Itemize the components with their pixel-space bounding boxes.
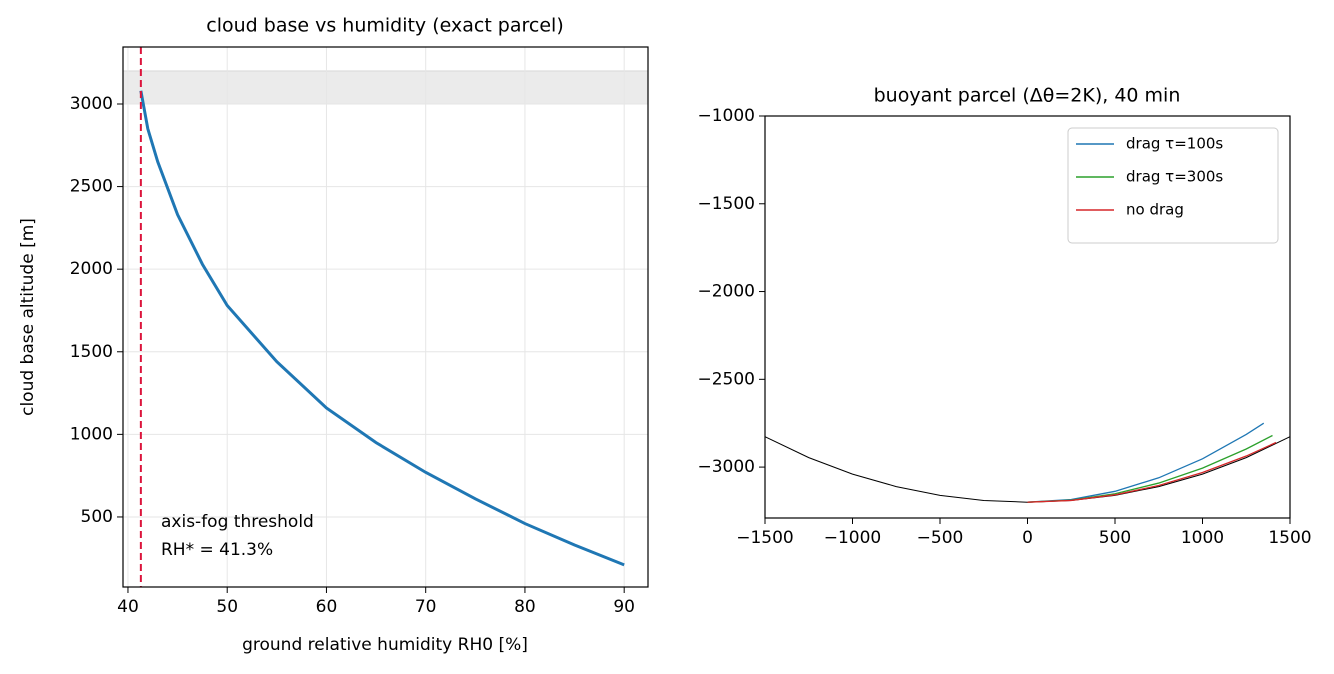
legend-box [1067,127,1279,244]
x-tick-label: 500 [1099,528,1131,548]
legend-label: drag τ=100s [1126,135,1223,153]
x-tick-label: 0 [1022,528,1033,548]
series-line [1027,441,1277,503]
axes-frame [764,115,1291,519]
x-tick-label: −1500 [736,528,794,548]
left-x-label: ground relative humidity RH0 [%] [242,635,528,655]
legend-label: drag τ=300s [1126,168,1223,186]
series-line [139,90,625,567]
annotation: RH* = 41.3% [161,540,273,560]
x-tick-label: 1500 [1268,528,1311,548]
x-tick-label: 40 [117,597,139,617]
y-tick-label: −2000 [697,282,755,302]
y-tick-label: 1500 [70,342,113,362]
y-tick-label: 500 [81,507,113,527]
right-title: buoyant parcel (Δθ=2K), 40 min [874,85,1181,107]
x-tick-label: 70 [415,597,437,617]
y-tick-label: −1000 [697,106,755,126]
y-tick-label: 2000 [70,259,113,279]
x-tick-label: 90 [613,597,635,617]
band [122,70,649,105]
x-tick-label: −1000 [824,528,882,548]
x-tick-label: 80 [514,597,536,617]
annotation: axis-fog threshold [161,512,314,532]
axes-frame [122,46,649,588]
reference-curve [765,436,1290,503]
x-tick-label: −500 [917,528,964,548]
left-y-label: cloud base altitude [m] [18,218,38,416]
legend-label: no drag [1126,201,1184,219]
x-tick-label: 50 [216,597,238,617]
y-tick-label: −1500 [697,194,755,214]
series-line [1027,434,1273,503]
x-tick-label: 1000 [1181,528,1224,548]
left-title: cloud base vs humidity (exact parcel) [206,15,563,37]
y-tick-label: −3000 [697,457,755,477]
y-tick-label: −2500 [697,369,755,389]
x-tick-label: 60 [316,597,338,617]
y-tick-label: 3000 [70,94,113,114]
y-tick-label: 1000 [70,424,113,444]
y-tick-label: 2500 [70,177,113,197]
